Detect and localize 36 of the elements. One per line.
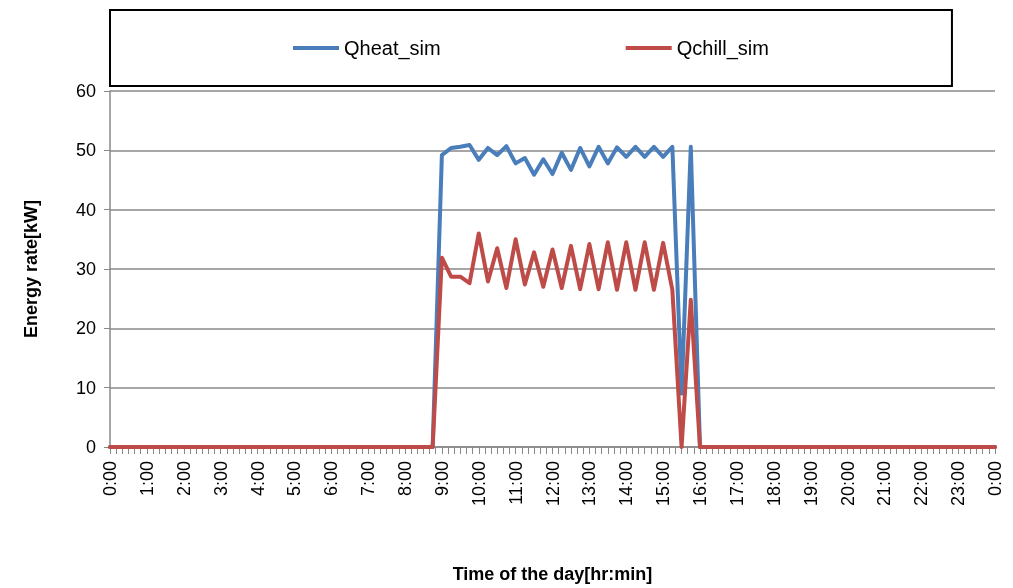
x-tick-label: 11:00 [505, 461, 526, 505]
x-tick-label: 19:00 [800, 461, 821, 507]
x-tick-label: 13:00 [579, 461, 600, 507]
y-tick-label: 60 [75, 81, 96, 101]
x-tick-label: 10:00 [468, 461, 489, 507]
y-axis-title: Energy rate[kW] [21, 199, 41, 339]
x-axis-title: Time of the day[hr:min] [452, 564, 653, 584]
x-tick-label: 23:00 [948, 461, 969, 507]
x-tick-label: 7:00 [358, 461, 379, 497]
x-tick-label: 21:00 [874, 461, 895, 507]
x-tick-label: 22:00 [911, 461, 932, 507]
y-tick-label: 50 [75, 140, 96, 161]
x-tick-label: 14:00 [616, 461, 637, 507]
x-tick-label: 0:00 [100, 461, 120, 497]
x-tick-label: 9:00 [431, 461, 452, 497]
y-tick-label: 0 [85, 437, 96, 457]
legend-label: Qchill_sim [676, 37, 769, 60]
x-tick-label: 8:00 [395, 461, 415, 497]
x-tick-label: 0:00 [985, 461, 1005, 497]
x-tick-label: 12:00 [542, 461, 563, 507]
x-tick-label: 15:00 [653, 461, 674, 507]
x-tick-label: 17:00 [726, 461, 747, 507]
x-tick-label: 1:00 [136, 461, 157, 497]
y-tick-label: 20 [75, 318, 96, 339]
y-tick-label: 30 [75, 259, 96, 279]
x-tick-label: 16:00 [690, 461, 710, 507]
x-tick-label: 2:00 [173, 461, 194, 497]
x-tick-label: 5:00 [284, 461, 305, 497]
x-tick-label: 20:00 [837, 461, 858, 507]
x-tick-label: 6:00 [321, 461, 342, 497]
legend-label: Qheat_sim [344, 37, 441, 60]
y-tick-label: 40 [75, 199, 96, 220]
y-tick-label: 10 [75, 377, 96, 398]
x-tick-label: 3:00 [210, 461, 231, 497]
x-tick-label: 4:00 [247, 461, 268, 497]
x-tick-label: 18:00 [763, 461, 784, 507]
